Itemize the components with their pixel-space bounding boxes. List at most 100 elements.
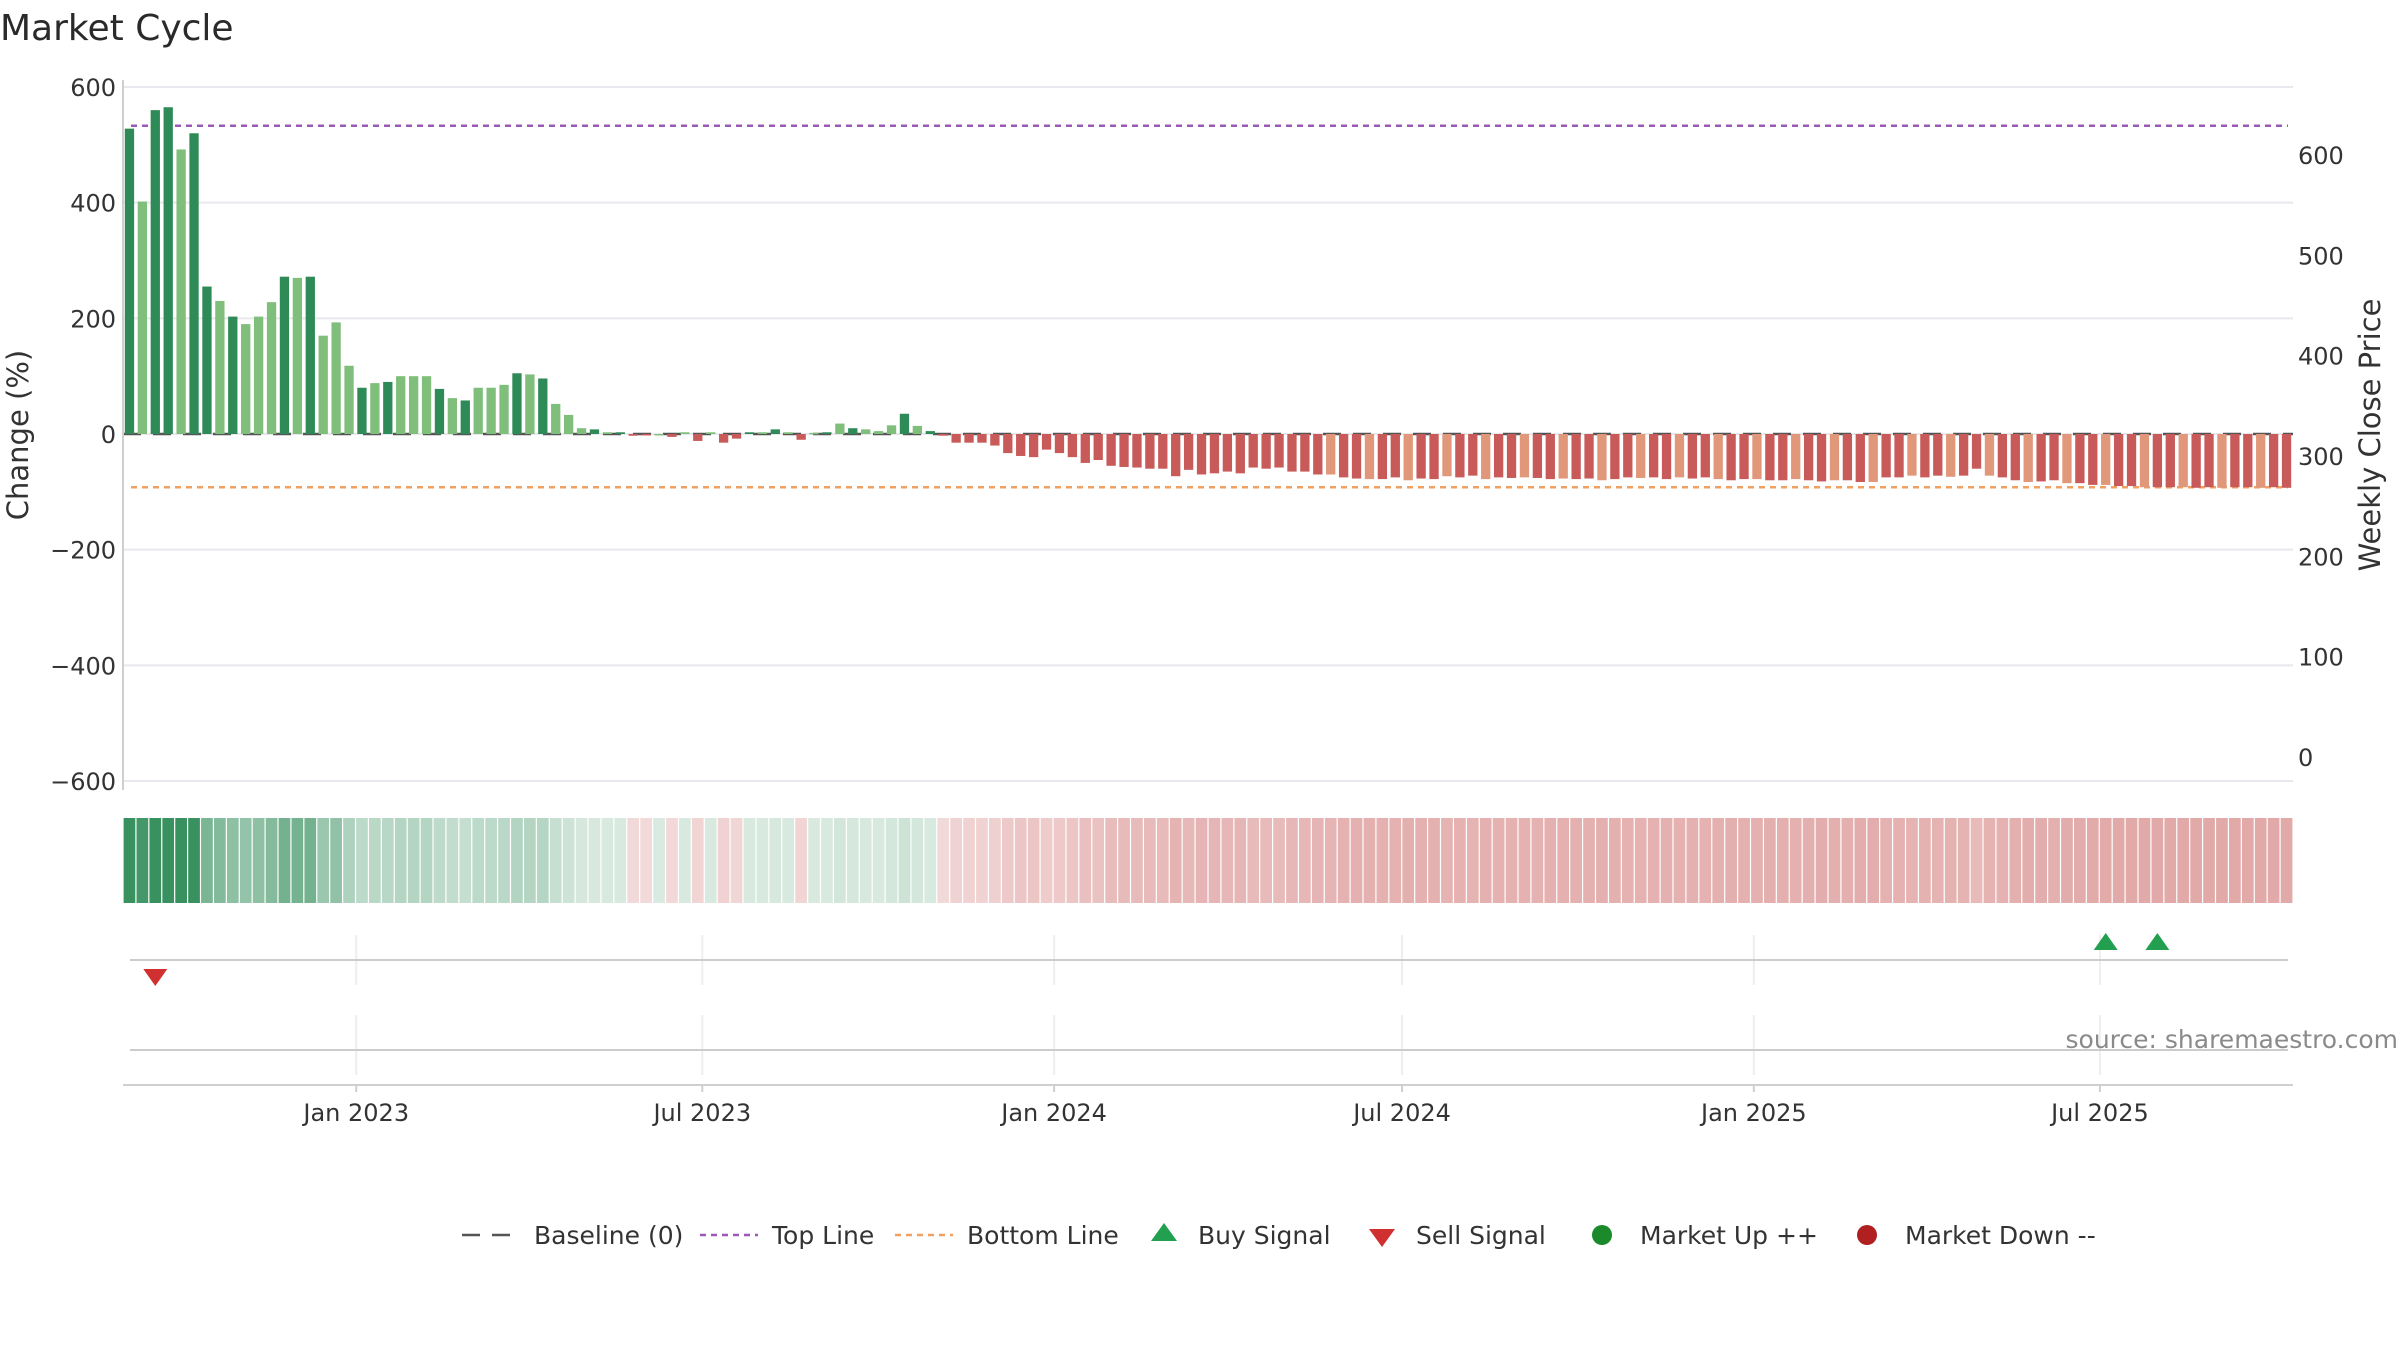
change-bar — [1016, 434, 1026, 456]
heat-cell — [175, 818, 187, 903]
heat-cell — [1208, 818, 1221, 903]
heat-cell — [2035, 818, 2047, 903]
heat-cell — [1299, 818, 1311, 903]
heat-cell — [1596, 818, 1608, 903]
heat-cell — [1841, 818, 1854, 903]
heat-cell — [123, 818, 136, 903]
change-bar — [383, 381, 393, 434]
legend-label: Top Line — [771, 1221, 874, 1250]
heat-cell — [885, 818, 898, 903]
source-note: source: sharemaestro.com — [2066, 1025, 2399, 1054]
y2-tick-label: 200 — [2298, 543, 2344, 571]
heat-cell — [1441, 818, 1453, 903]
change-bar — [2139, 434, 2150, 488]
y-tick-label: −200 — [50, 537, 116, 565]
change-bar — [667, 434, 677, 437]
heat-cell — [872, 818, 885, 903]
heat-cell — [2254, 818, 2267, 903]
heat-cell — [1776, 818, 1789, 903]
change-bar — [1041, 434, 1052, 450]
heat-cell — [976, 818, 988, 903]
heat-cell — [330, 818, 342, 903]
heat-cell — [1311, 818, 1324, 903]
heat-cell — [1789, 818, 1802, 903]
heat-cell — [743, 818, 756, 903]
y2-tick-label: 0 — [2298, 744, 2313, 772]
change-bar — [783, 432, 793, 434]
heat-cell — [911, 818, 924, 903]
heat-cell — [562, 818, 575, 903]
heat-cell — [381, 818, 394, 903]
change-bar — [731, 434, 742, 439]
change-bar — [421, 376, 432, 434]
change-bar — [1907, 434, 1917, 476]
heat-cell — [2099, 818, 2112, 903]
change-bar — [447, 398, 458, 434]
change-bar — [1093, 434, 1103, 461]
change-bar — [163, 107, 173, 434]
heat-cell — [226, 818, 239, 903]
legend-label: Buy Signal — [1198, 1221, 1331, 1250]
heat-cell — [136, 818, 149, 903]
heat-cell — [1273, 818, 1285, 903]
change-bar — [1248, 434, 1258, 468]
change-bar — [602, 432, 613, 434]
change-bar — [977, 434, 987, 443]
legend-item-bottom: Bottom Line — [895, 1221, 1119, 1250]
reference-lines — [123, 124, 2293, 489]
change-bar — [925, 431, 935, 434]
heat-cell — [1492, 818, 1505, 903]
heat-cell — [1867, 818, 1880, 903]
change-bar — [1067, 434, 1078, 458]
change-bar — [370, 383, 380, 434]
change-bar — [1726, 434, 1736, 481]
change-bar — [1351, 434, 1362, 479]
y-tick-label: 0 — [101, 421, 116, 449]
change-bar — [253, 316, 264, 434]
change-bar — [1674, 434, 1685, 478]
heat-cell — [162, 818, 175, 903]
heat-cell — [1479, 818, 1492, 903]
heat-cell — [666, 818, 678, 903]
change-bar — [1971, 434, 1982, 469]
change-bar — [1403, 434, 1413, 481]
change-bar — [822, 432, 832, 434]
change-bar — [266, 302, 277, 434]
heat-cell — [394, 818, 407, 903]
change-bar — [2113, 434, 2124, 487]
buy-signal-marker — [2093, 933, 2118, 950]
heat-cell — [1557, 818, 1570, 903]
heat-cell — [1337, 818, 1350, 903]
change-bar — [1791, 434, 1801, 480]
change-bar — [241, 324, 251, 434]
change-bar — [1028, 434, 1039, 458]
heat-cell — [614, 818, 627, 903]
heat-cell — [1621, 818, 1634, 903]
change-bar — [615, 432, 625, 434]
change-bars — [124, 107, 2292, 488]
heat-cell — [1699, 818, 1712, 903]
x-tick-label: Jul 2024 — [1351, 1099, 1451, 1127]
change-bar — [2036, 434, 2046, 482]
heat-cell — [1919, 818, 1931, 903]
change-bar — [990, 434, 1000, 446]
legend-item-buy: Buy Signal — [1151, 1221, 1331, 1250]
heat-cell — [1944, 818, 1957, 903]
y-tick-label: 400 — [70, 190, 116, 218]
change-bar — [1222, 434, 1233, 472]
heat-cell — [1169, 818, 1182, 903]
heat-cell — [1286, 818, 1298, 903]
change-bar — [1933, 434, 1943, 476]
change-bar — [2281, 434, 2292, 488]
chart-title: Market Cycle — [0, 8, 234, 49]
heat-cell — [1092, 818, 1105, 903]
heat-cell — [536, 818, 549, 903]
heat-cell — [2074, 818, 2086, 903]
heat-cell — [1505, 818, 1518, 903]
change-bar — [1493, 434, 1504, 478]
change-bar — [1429, 434, 1439, 480]
heat-cell — [317, 818, 330, 903]
change-bar — [1132, 434, 1142, 468]
heat-cell — [1221, 818, 1234, 903]
sell-signal-marker — [143, 969, 168, 986]
